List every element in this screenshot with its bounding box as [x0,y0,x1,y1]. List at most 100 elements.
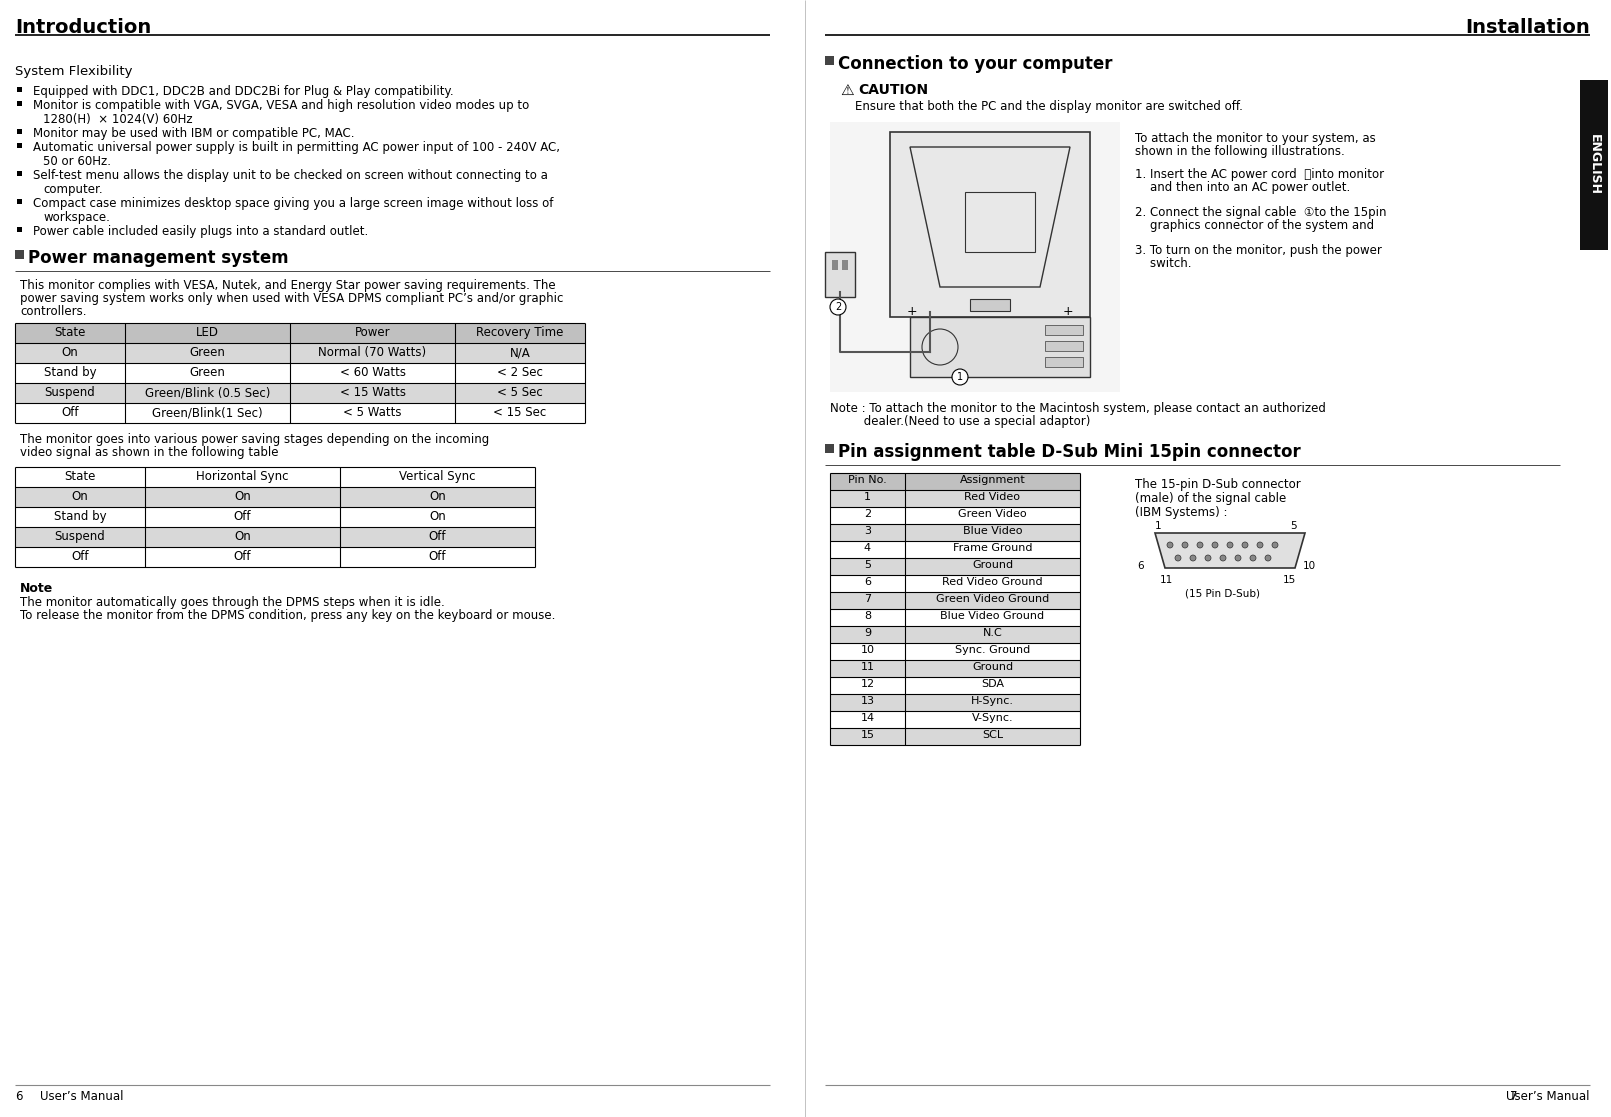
Text: 11: 11 [1160,575,1173,585]
Text: Frame Ground: Frame Ground [952,543,1033,553]
Bar [830,472,1079,490]
Text: dealer.(Need to use a special adaptor): dealer.(Need to use a special adaptor) [830,416,1091,428]
Text: Stand by: Stand by [43,366,97,379]
Text: Off: Off [71,550,89,563]
Polygon shape [1155,533,1305,569]
Text: 2: 2 [834,302,841,312]
Bar [970,299,1010,311]
Text: Green Video Ground: Green Video Ground [936,594,1049,604]
Bar [18,227,23,232]
Bar [825,252,855,297]
Circle shape [1191,555,1195,561]
Bar [825,56,834,65]
Circle shape [1220,555,1226,561]
Bar [830,122,1120,392]
Text: N/A: N/A [509,346,530,359]
Text: On: On [429,510,446,523]
Bar [18,87,23,92]
Circle shape [1242,542,1249,548]
Text: 5: 5 [863,560,872,570]
Text: 6: 6 [14,1090,23,1102]
Text: State: State [55,326,85,338]
Text: On: On [429,490,446,503]
Text: The monitor automatically goes through the DPMS steps when it is idle.: The monitor automatically goes through t… [19,596,445,609]
Circle shape [1228,542,1232,548]
Text: 13: 13 [860,696,875,706]
Text: 12: 12 [860,679,875,689]
Text: This monitor complies with VESA, Nutek, and Energy Star power saving requirement: This monitor complies with VESA, Nutek, … [19,279,556,292]
Bar [14,323,585,343]
Text: Off: Off [61,405,79,419]
Text: Assignment: Assignment [960,475,1025,485]
Bar [830,490,1079,507]
Text: System Flexibility: System Flexibility [14,65,132,78]
Circle shape [1182,542,1187,548]
Text: 3. To turn on the monitor, push the power: 3. To turn on the monitor, push the powe… [1136,244,1382,257]
Text: 1: 1 [1155,521,1162,531]
Bar [1046,341,1083,351]
Text: Ground: Ground [971,662,1013,672]
Text: 2: 2 [863,509,872,519]
Text: Connection to your computer: Connection to your computer [838,55,1113,73]
Bar [1046,341,1083,351]
Text: Power cable included easily plugs into a standard outlet.: Power cable included easily plugs into a… [32,225,369,238]
Bar [1046,357,1083,367]
Text: switch.: switch. [1136,257,1192,270]
Text: < 5 Sec: < 5 Sec [498,386,543,399]
Bar [830,694,1079,712]
Text: ⚠: ⚠ [839,83,854,98]
Bar [1046,325,1083,335]
Text: Red Video: Red Video [965,491,1020,502]
Text: 1: 1 [863,491,872,502]
Text: +: + [907,305,917,318]
Text: 15: 15 [1282,575,1297,585]
Text: Off: Off [429,529,446,543]
Bar [830,728,1079,745]
Text: Suspend: Suspend [45,386,95,399]
Text: < 2 Sec: < 2 Sec [498,366,543,379]
Text: 1. Insert the AC power cord  Ⓐinto monitor: 1. Insert the AC power cord Ⓐinto monito… [1136,168,1384,181]
Text: computer.: computer. [43,183,103,195]
Text: 7: 7 [863,594,872,604]
Text: Ensure that both the PC and the display monitor are switched off.: Ensure that both the PC and the display … [855,101,1242,113]
Text: video signal as shown in the following table: video signal as shown in the following t… [19,446,279,459]
Bar [830,660,1079,677]
Text: CAUTION: CAUTION [859,83,928,97]
Bar [14,343,585,363]
Bar [18,128,23,134]
Text: Compact case minimizes desktop space giving you a large screen image without los: Compact case minimizes desktop space giv… [32,197,553,210]
Text: 9: 9 [863,628,872,638]
Text: 6: 6 [1137,561,1144,571]
Text: Monitor is compatible with VGA, SVGA, VESA and high resolution video modes up to: Monitor is compatible with VGA, SVGA, VE… [32,99,530,112]
Bar [1580,80,1608,250]
Bar [14,250,24,259]
Text: 11: 11 [860,662,875,672]
Text: Green/Blink (0.5 Sec): Green/Blink (0.5 Sec) [145,386,271,399]
Text: 7: 7 [1510,1090,1518,1102]
Text: On: On [61,346,79,359]
Bar [830,524,1079,541]
Text: Sync. Ground: Sync. Ground [955,645,1029,655]
Text: workspace.: workspace. [43,211,110,225]
Text: 5: 5 [1290,521,1297,531]
Text: 50 or 60Hz.: 50 or 60Hz. [43,155,111,168]
Text: Horizontal Sync: Horizontal Sync [197,470,288,483]
Circle shape [1257,542,1263,548]
Text: User’s Manual: User’s Manual [40,1090,124,1102]
Circle shape [1174,555,1181,561]
Text: Vertical Sync: Vertical Sync [400,470,475,483]
Text: controllers.: controllers. [19,305,87,318]
Circle shape [1211,542,1218,548]
Text: LED: LED [197,326,219,338]
Bar [830,626,1079,643]
Bar [825,443,834,454]
Text: 1280(H)  × 1024(V) 60Hz: 1280(H) × 1024(V) 60Hz [43,113,193,126]
Text: +: + [1063,305,1073,318]
Text: 14: 14 [860,713,875,723]
Text: Green/Blink(1 Sec): Green/Blink(1 Sec) [151,405,263,419]
Circle shape [1197,542,1203,548]
Text: Automatic universal power supply is built in permitting AC power input of 100 - : Automatic universal power supply is buil… [32,141,561,154]
Text: Off: Off [234,550,251,563]
Text: On: On [234,490,251,503]
Bar [1046,357,1083,367]
